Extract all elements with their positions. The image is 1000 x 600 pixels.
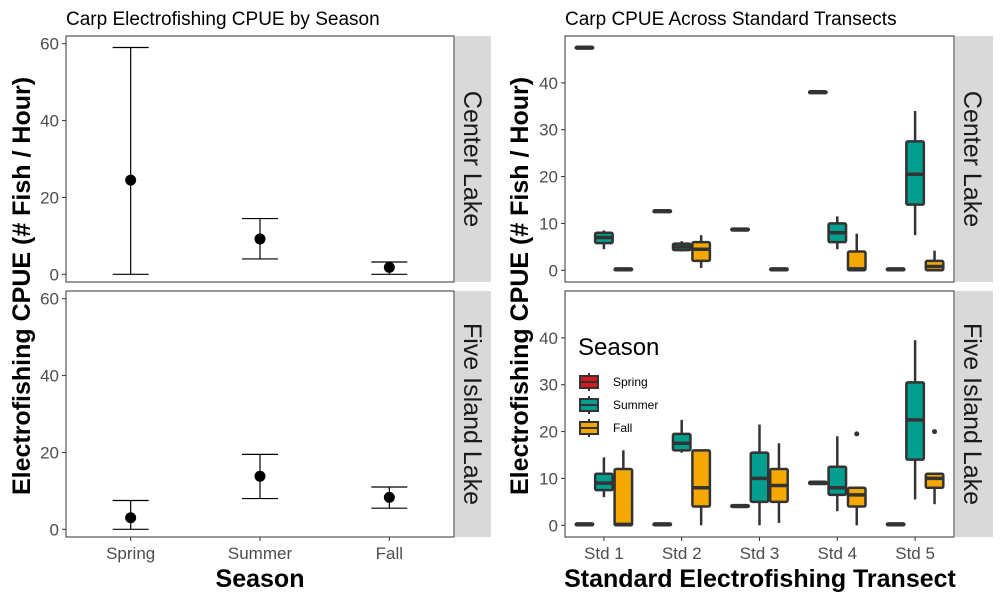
right-x-tick-label: Std 1 bbox=[584, 544, 624, 563]
left-y-axis-title: Electrofishing CPUE (# Fish / Hour) bbox=[8, 77, 36, 495]
right-strip-bottom bbox=[955, 291, 993, 537]
right-x-tick-label: Std 5 bbox=[895, 544, 935, 563]
legend-title: Season bbox=[578, 334, 659, 361]
legend-label-spring: Spring bbox=[613, 375, 648, 389]
right-strip-label-top: Center Lake bbox=[958, 91, 986, 227]
mean-point bbox=[383, 491, 395, 503]
legend: Season Spring Summer Fall bbox=[578, 334, 659, 437]
left-y-tick-label: 60 bbox=[40, 35, 59, 54]
right-strip-label-bottom: Five Island Lake bbox=[958, 323, 986, 505]
left-y-tick-label: 40 bbox=[40, 367, 59, 386]
left-y-tick-label: 40 bbox=[40, 112, 59, 131]
right-y-axis-title: Electrofishing CPUE (# Fish / Hour) bbox=[506, 77, 534, 495]
box bbox=[846, 486, 867, 508]
box-outlier bbox=[854, 431, 860, 437]
right-y-tick-label: 20 bbox=[539, 423, 558, 442]
right-x-tick-label: Std 4 bbox=[817, 544, 857, 563]
right-strip-top bbox=[955, 36, 993, 282]
legend-label-fall: Fall bbox=[613, 421, 632, 435]
mean-point bbox=[254, 233, 266, 245]
left-strip-label-bottom: Five Island Lake bbox=[458, 323, 486, 505]
right-x-tick-label: Std 2 bbox=[662, 544, 702, 563]
box-outlier bbox=[932, 429, 938, 435]
box bbox=[924, 472, 945, 490]
right-chart-marks: 0 10 20 30 40 0 10 20 30 40 Std 1 Std 2 Std 3 Std 4 St… bbox=[539, 45, 945, 563]
left-chart: Carp Electrofishing CPUE by Season Cente… bbox=[8, 9, 491, 593]
left-x-tick-label: Fall bbox=[376, 544, 403, 563]
legend-label-summer: Summer bbox=[613, 398, 658, 412]
right-y-tick-label: 30 bbox=[539, 376, 558, 395]
mean-point bbox=[383, 261, 395, 273]
left-y-tick-label: 60 bbox=[40, 290, 59, 309]
left-chart-title: Carp Electrofishing CPUE by Season bbox=[66, 9, 380, 30]
right-chart-title: Carp CPUE Across Standard Transects bbox=[565, 9, 897, 30]
left-chart-marks: 0 20 40 60 0 20 40 60 Spring Summer Fall bbox=[40, 35, 408, 563]
box bbox=[827, 465, 848, 497]
box bbox=[691, 449, 712, 508]
box bbox=[613, 467, 634, 527]
left-strip-top bbox=[455, 36, 491, 282]
right-y-tick-label: 10 bbox=[539, 214, 558, 233]
right-y-tick-label: 20 bbox=[539, 168, 558, 187]
left-strip-label-top: Center Lake bbox=[458, 91, 486, 227]
left-y-tick-label: 20 bbox=[40, 188, 59, 207]
right-y-tick-label: 40 bbox=[539, 74, 558, 93]
right-x-axis-title: Standard Electrofishing Transect bbox=[564, 565, 956, 593]
left-x-tick-label: Summer bbox=[228, 544, 293, 563]
box bbox=[691, 240, 712, 263]
right-y-tick-label: 30 bbox=[539, 121, 558, 140]
left-strip-bottom bbox=[455, 291, 491, 537]
left-x-tick-label: Spring bbox=[106, 544, 155, 563]
right-panel-top bbox=[564, 35, 955, 283]
left-y-tick-label: 0 bbox=[50, 265, 59, 284]
right-x-tick-label: Std 3 bbox=[740, 544, 780, 563]
right-y-tick-label: 0 bbox=[549, 516, 558, 535]
mean-point bbox=[125, 174, 137, 186]
mean-point bbox=[254, 470, 266, 482]
mean-point bbox=[125, 512, 137, 524]
right-y-tick-label: 40 bbox=[539, 329, 558, 348]
left-x-axis-title: Season bbox=[216, 565, 305, 593]
left-y-tick-label: 20 bbox=[40, 443, 59, 462]
right-y-tick-label: 0 bbox=[549, 261, 558, 280]
right-y-tick-label: 10 bbox=[539, 469, 558, 488]
left-y-tick-label: 0 bbox=[50, 520, 59, 539]
right-chart: Carp CPUE Across Standard Transects Cent… bbox=[506, 9, 993, 593]
